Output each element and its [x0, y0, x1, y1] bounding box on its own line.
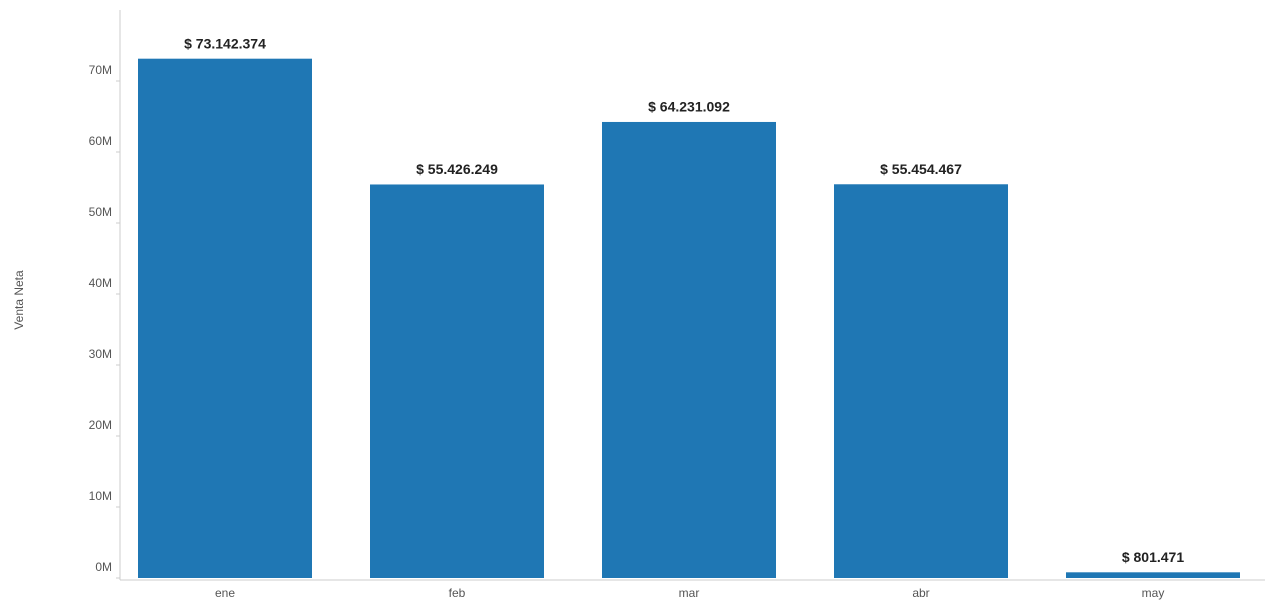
y-tick-label: 20M [89, 418, 112, 432]
y-tick-label: 40M [89, 276, 112, 290]
bar [602, 121, 776, 579]
y-axis-label: Venta Neta [12, 270, 26, 330]
value-label: $ 55.426.249 [416, 161, 498, 177]
y-tick-label: 60M [89, 134, 112, 148]
value-label: $ 55.454.467 [880, 161, 962, 177]
y-tick-label: 0M [95, 560, 112, 574]
x-tick-label: abr [912, 586, 929, 600]
bar [834, 184, 1008, 578]
bar [138, 58, 312, 578]
x-tick-label: mar [679, 586, 700, 600]
x-tick-label: may [1142, 586, 1165, 600]
y-tick-label: 10M [89, 489, 112, 503]
y-tick-label: 30M [89, 347, 112, 361]
y-tick-label: 70M [89, 63, 112, 77]
y-tick-label: 50M [89, 205, 112, 219]
value-label: $ 801.471 [1122, 549, 1184, 565]
bar [370, 184, 544, 578]
value-label: $ 73.142.374 [184, 35, 266, 51]
x-tick-label: ene [215, 586, 235, 600]
value-label: $ 64.231.092 [648, 99, 730, 115]
x-tick-label: feb [449, 586, 466, 600]
bar [1066, 572, 1240, 578]
